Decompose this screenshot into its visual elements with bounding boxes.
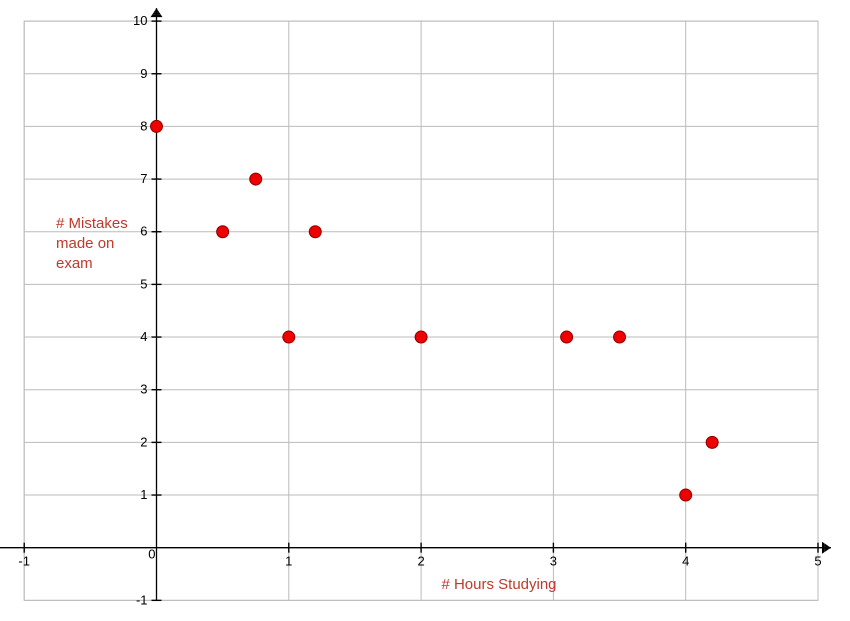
svg-text:8: 8 xyxy=(140,118,147,133)
svg-text:9: 9 xyxy=(140,66,147,81)
svg-text:5: 5 xyxy=(814,554,821,569)
svg-text:6: 6 xyxy=(140,224,147,239)
svg-text:exam: exam xyxy=(56,255,93,272)
svg-text:1: 1 xyxy=(285,554,292,569)
svg-text:4: 4 xyxy=(140,329,147,344)
svg-text:7: 7 xyxy=(140,171,147,186)
svg-text:4: 4 xyxy=(682,554,689,569)
svg-text:5: 5 xyxy=(140,276,147,291)
svg-text:# Mistakes: # Mistakes xyxy=(56,215,128,232)
svg-text:2: 2 xyxy=(140,434,147,449)
svg-text:3: 3 xyxy=(550,554,557,569)
svg-text:2: 2 xyxy=(417,554,424,569)
svg-text:-1: -1 xyxy=(18,554,30,569)
svg-text:10: 10 xyxy=(133,13,147,28)
svg-text:# Hours Studying: # Hours Studying xyxy=(441,576,556,593)
svg-text:0: 0 xyxy=(148,547,155,562)
svg-text:3: 3 xyxy=(140,382,147,397)
svg-text:-1: -1 xyxy=(136,592,148,607)
svg-text:made on: made on xyxy=(56,235,114,252)
svg-text:1: 1 xyxy=(140,487,147,502)
